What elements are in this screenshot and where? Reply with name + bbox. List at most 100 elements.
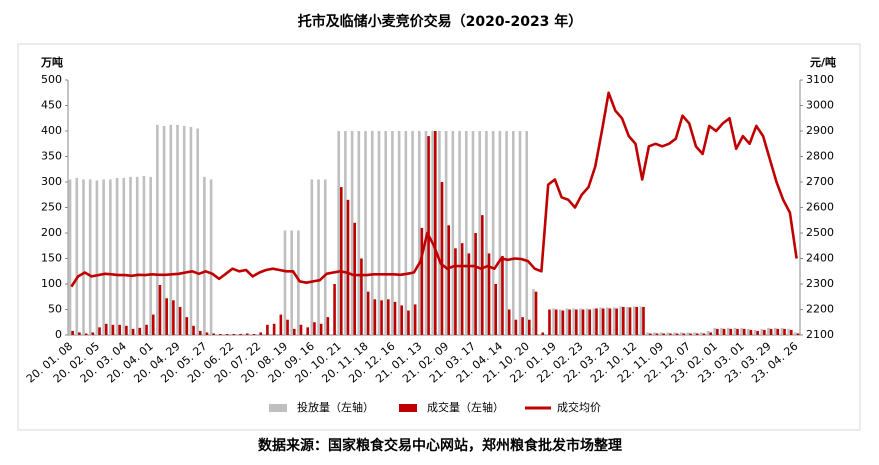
bar [297, 230, 300, 335]
y-tick-label: 100 [41, 277, 62, 290]
legend-label: 成交均价 [557, 400, 601, 414]
bar [767, 327, 770, 335]
bar [565, 308, 569, 335]
bar [78, 332, 81, 335]
bar [82, 179, 85, 335]
bar [612, 307, 616, 335]
bar [709, 332, 712, 335]
bar [789, 329, 793, 335]
bar [528, 319, 531, 335]
bar [370, 131, 374, 335]
y-tick-label: 400 [41, 124, 62, 137]
bar [608, 308, 612, 335]
bar [675, 333, 679, 335]
y2-tick-label: 2900 [806, 124, 834, 137]
bar [313, 322, 316, 335]
bar [749, 329, 753, 335]
y2-tick-label: 3000 [806, 99, 834, 112]
bar [84, 333, 88, 335]
bar [467, 253, 471, 335]
bar [733, 327, 737, 335]
legend-label: 成交量（左轴） [427, 400, 504, 414]
bar [360, 258, 363, 335]
bar [592, 308, 596, 335]
bar [185, 317, 189, 335]
bar [447, 225, 451, 335]
bar [558, 309, 562, 335]
bar [326, 317, 330, 335]
bar [129, 176, 132, 335]
bar [420, 227, 424, 335]
bar [350, 131, 354, 335]
bar [366, 291, 370, 335]
y-tick-label: 300 [41, 175, 62, 188]
bar [411, 131, 414, 335]
bar [713, 327, 717, 335]
y2-tick-label: 2600 [806, 201, 834, 214]
bar [669, 333, 672, 335]
source-note: 数据来源：国家粮食交易中心网站，郑州粮食批发市场整理 [258, 437, 622, 454]
bar [122, 177, 126, 335]
legend-swatch [399, 404, 417, 412]
bar [162, 125, 166, 336]
bar [109, 179, 112, 335]
bar [756, 330, 759, 335]
bar [357, 131, 361, 335]
bar [189, 126, 193, 335]
bar [337, 131, 340, 335]
bar [397, 131, 401, 335]
bar [481, 215, 484, 335]
y-axis-unit: 万吨 [40, 55, 63, 69]
bar [507, 309, 511, 335]
bar [404, 131, 408, 335]
y2-axis-unit: 元/吨 [810, 55, 836, 69]
bar [75, 177, 79, 335]
bar [729, 328, 733, 335]
bar [632, 306, 636, 335]
y-tick-label: 0 [55, 328, 62, 341]
bar [615, 308, 618, 335]
bar [642, 306, 645, 335]
bar [225, 333, 229, 335]
y2-tick-label: 2200 [806, 303, 834, 316]
bar [98, 327, 101, 335]
bar [679, 332, 683, 335]
bar [601, 308, 605, 335]
bar [581, 309, 585, 335]
bar [232, 333, 236, 335]
bar [239, 333, 242, 335]
y2-tick-label: 2400 [806, 252, 834, 265]
bar [653, 332, 656, 335]
bar [722, 328, 726, 335]
bar [769, 328, 773, 335]
price-line [70, 91, 798, 288]
bar [655, 333, 659, 335]
bar [716, 328, 719, 335]
bar [149, 176, 152, 335]
bar [353, 222, 357, 335]
y-tick-label: 200 [41, 226, 62, 239]
bar [323, 179, 327, 335]
bar [575, 309, 578, 335]
bar [158, 285, 162, 335]
bar [266, 324, 269, 335]
bar [102, 179, 105, 335]
bar [393, 301, 397, 335]
bar [169, 124, 173, 335]
bar [552, 308, 555, 335]
bar [521, 317, 524, 335]
bar [648, 333, 652, 335]
bar [182, 125, 186, 336]
bar [377, 131, 381, 335]
bar [720, 327, 723, 335]
bar [736, 328, 739, 335]
bar [115, 177, 119, 335]
bar [742, 328, 746, 335]
bar [434, 131, 437, 335]
bar [386, 299, 390, 335]
bar [639, 306, 643, 335]
y-tick-label: 250 [41, 201, 62, 214]
bar [595, 308, 598, 335]
